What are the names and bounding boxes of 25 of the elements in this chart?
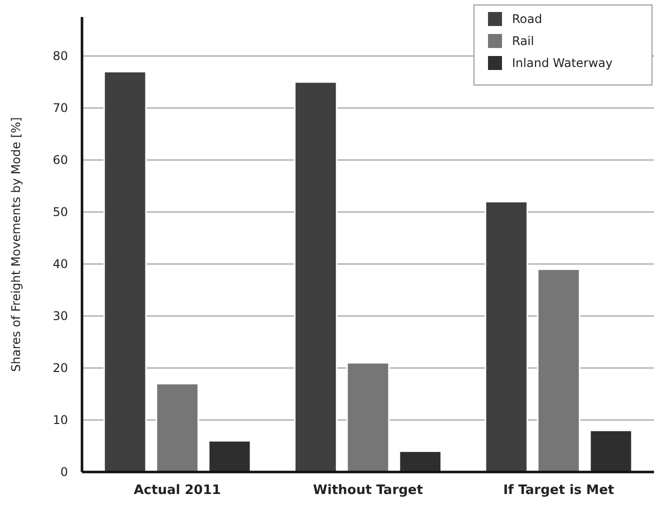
y-tick-label: 80 [52, 49, 68, 64]
bar [537, 268, 580, 473]
y-tick-label: 50 [52, 205, 68, 220]
x-tick-label: Without Target [313, 483, 423, 498]
bar [208, 440, 252, 473]
y-tick-label: 60 [52, 153, 68, 168]
y-tick-label: 0 [60, 465, 68, 480]
y-tick-label: 20 [52, 361, 68, 376]
bar [346, 362, 390, 473]
x-tick-label: Actual 2011 [134, 483, 221, 498]
y-tick-label: 40 [52, 257, 68, 272]
y-tick-label: 30 [52, 309, 68, 324]
bar [589, 430, 633, 473]
legend-label: Inland Waterway [512, 56, 613, 70]
bar [103, 70, 147, 473]
x-tick-label: If Target is Met [503, 483, 614, 498]
bar [398, 450, 442, 473]
y-tick-label: 10 [52, 413, 68, 428]
legend-label: Road [512, 12, 542, 26]
legend-label: Rail [512, 34, 534, 48]
bar [156, 382, 199, 473]
bar [294, 81, 338, 473]
bar [484, 200, 528, 473]
y-tick-label: 70 [52, 101, 68, 116]
y-axis-title: Shares of Freight Movements by Mode [%] [9, 117, 23, 372]
